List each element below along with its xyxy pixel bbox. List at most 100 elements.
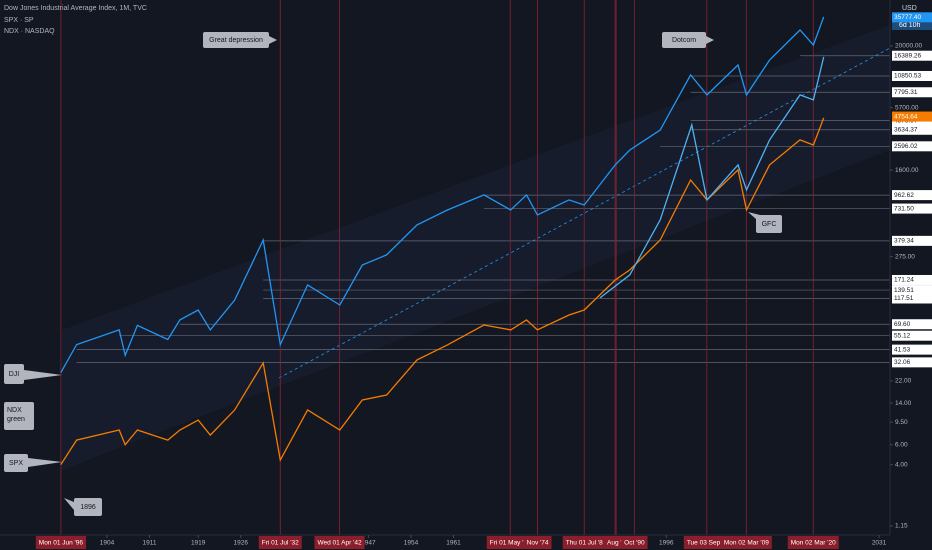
price-label-box <box>892 111 932 122</box>
series-line <box>60 16 825 374</box>
event-label: Mon 02 Mar '20 <box>791 540 836 547</box>
y-tick-label: 1.15 <box>895 523 908 530</box>
level-label: 731.50 <box>894 205 914 212</box>
y-tick-label: 14.00 <box>895 400 912 407</box>
y-tick-label: 275.00 <box>895 253 915 260</box>
countdown: 6d 10h <box>899 22 921 29</box>
event-label-box <box>486 536 534 549</box>
header-line: SPX · SP <box>4 17 34 24</box>
callout-pointer <box>28 458 62 467</box>
level-label: 32.06 <box>894 359 911 366</box>
callout-text: DJI <box>9 371 20 378</box>
event-label: Nov '74 <box>527 540 549 547</box>
callouts: Great depression Dotcom GFC DJI NDX gree… <box>4 32 782 516</box>
countdown-box <box>892 20 932 30</box>
callout-box <box>4 402 34 430</box>
event-label-box <box>683 536 730 549</box>
callout-box <box>662 32 706 48</box>
callout-text: NDX green <box>7 407 25 423</box>
callout-pointer <box>64 498 74 510</box>
level-label-box <box>892 330 932 341</box>
level-label: 2596.02 <box>894 143 918 150</box>
level-label: 10850.53 <box>894 73 921 80</box>
level-label-box <box>892 87 932 98</box>
series-line <box>599 56 825 299</box>
price-label-box <box>892 12 932 23</box>
level-label-box <box>892 285 932 296</box>
callout-box <box>203 32 269 48</box>
level-label-box <box>892 235 932 246</box>
price-label: 35777.40 <box>894 14 921 21</box>
x-tick-label: 1947 <box>361 540 376 547</box>
callout-text: Dotcom <box>672 37 696 44</box>
level-label: 16389.26 <box>894 52 921 59</box>
x-tick-label: 2031 <box>872 540 887 547</box>
currency: USD <box>902 5 917 12</box>
event-label-box <box>314 536 365 549</box>
y-tick-label: 20000.00 <box>895 43 922 50</box>
callout-text: SPX <box>9 460 23 467</box>
x-tick-label: 1911 <box>143 540 157 547</box>
level-label-box <box>892 344 932 355</box>
callout-box <box>74 498 102 516</box>
x-tick-label: 1954 <box>404 540 419 547</box>
series-line <box>60 117 825 466</box>
level-label-box <box>892 70 932 81</box>
callout-pointer <box>269 36 277 44</box>
event-label-box <box>258 536 302 549</box>
level-label-box <box>892 357 932 368</box>
y-tick-label: 22.00 <box>895 378 912 385</box>
event-label: Mon 02 Mar '09 <box>724 540 769 547</box>
level-label-box <box>892 203 932 214</box>
level-label-box <box>892 319 932 330</box>
event-label: Tue 03 Sep '0 <box>687 540 727 547</box>
x-tick-label: 1904 <box>100 540 115 547</box>
event-label: Fri 01 Jul '32 <box>262 540 299 547</box>
level-label-box <box>892 141 932 152</box>
y-tick-label: 1600.00 <box>895 167 919 174</box>
callout-pointer <box>748 212 760 219</box>
header-line: NDX · NASDAQ <box>4 28 55 35</box>
y-tick-label: 6.00 <box>895 441 908 448</box>
x-tick-label: 1919 <box>191 540 206 547</box>
callout-pointer <box>706 36 714 44</box>
level-label: 41.53 <box>894 346 911 353</box>
event-label-box <box>35 536 87 549</box>
level-label-box <box>892 190 932 201</box>
callout-box <box>756 215 782 233</box>
callout-box <box>4 364 24 384</box>
level-label: 379.34 <box>894 238 914 245</box>
event-label: Wed 01 Apr '42 <box>317 540 362 547</box>
event-label-box <box>523 536 552 549</box>
level-label-box <box>892 274 932 285</box>
level-label: 55.12 <box>894 332 911 339</box>
y-tick-label: 9.50 <box>895 419 908 426</box>
level-label: 962.62 <box>894 192 914 199</box>
callout-text: GFC <box>762 221 777 228</box>
x-tick-label: 1961 <box>446 540 461 547</box>
level-label: 7795.31 <box>894 89 918 96</box>
callout-pointer <box>24 370 62 380</box>
header-line: Dow Jones Industrial Average Index, 1M, … <box>4 5 147 12</box>
y-tick-label: 5700.00 <box>895 104 919 111</box>
event-label-box <box>787 536 839 549</box>
event-label: Aug '8 <box>607 540 626 547</box>
level-label: 117.51 <box>894 295 914 302</box>
price-label: 4754.64 <box>894 113 918 120</box>
level-label: 3634.37 <box>894 126 918 133</box>
level-label-box <box>892 50 932 61</box>
level-label: 69.60 <box>894 321 911 328</box>
level-label: 139.51 <box>894 287 914 294</box>
level-label-box <box>892 124 932 135</box>
event-label: Thu 01 Jul '8 <box>566 540 603 547</box>
channel <box>62 25 890 470</box>
event-label-box <box>621 536 648 549</box>
callout-box <box>4 454 28 472</box>
trend-line <box>278 47 891 379</box>
event-label-box <box>562 536 606 549</box>
x-tick-label: 1926 <box>234 540 249 547</box>
callout-text: Great depression <box>209 37 263 44</box>
event-label-box <box>720 536 772 549</box>
level-label-box <box>892 293 932 304</box>
